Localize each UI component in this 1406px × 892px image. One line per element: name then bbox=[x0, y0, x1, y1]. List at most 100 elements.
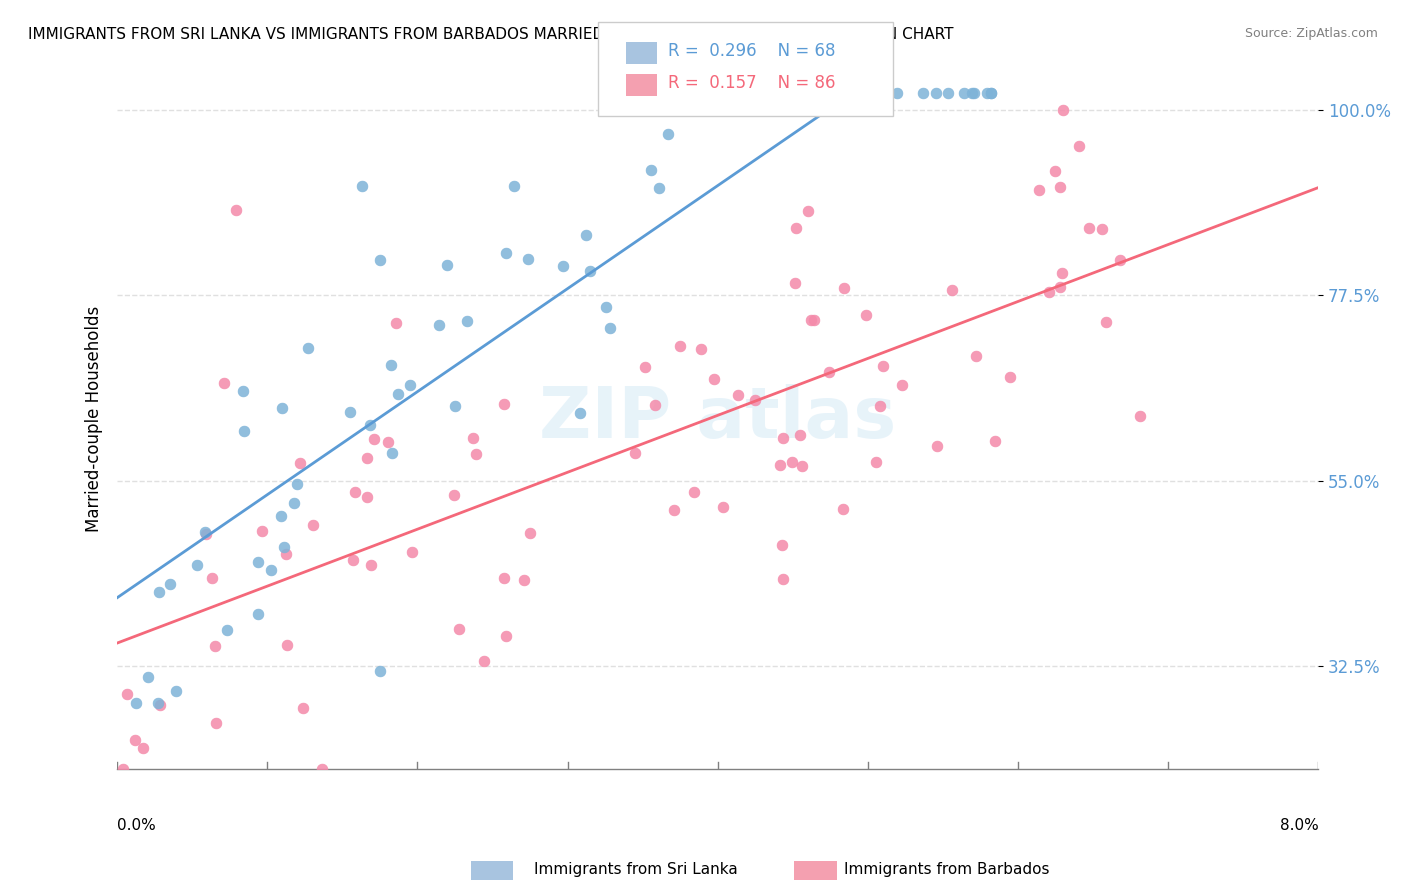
Text: R =  0.157    N = 86: R = 0.157 N = 86 bbox=[668, 74, 835, 92]
Point bbox=[194, 527, 217, 541]
Point bbox=[339, 404, 361, 418]
Point bbox=[553, 259, 575, 273]
Point bbox=[1078, 221, 1101, 235]
Point bbox=[1038, 285, 1060, 300]
Point bbox=[785, 276, 807, 290]
Point bbox=[976, 87, 998, 101]
Point bbox=[890, 377, 912, 392]
Point bbox=[502, 178, 524, 193]
Point bbox=[399, 378, 422, 392]
Point bbox=[623, 446, 645, 460]
Point bbox=[1108, 253, 1130, 268]
Point bbox=[427, 318, 450, 332]
Point bbox=[634, 359, 657, 374]
Point bbox=[276, 547, 298, 561]
Point bbox=[387, 387, 409, 401]
Point bbox=[834, 87, 856, 101]
Point bbox=[146, 696, 169, 710]
Point bbox=[464, 447, 486, 461]
Point bbox=[744, 392, 766, 407]
Point bbox=[283, 496, 305, 510]
Point bbox=[456, 314, 478, 328]
Text: ZIP atlas: ZIP atlas bbox=[538, 384, 897, 453]
Point bbox=[512, 573, 534, 587]
Point bbox=[377, 434, 399, 449]
Point bbox=[852, 87, 875, 101]
Point bbox=[772, 431, 794, 445]
Point bbox=[769, 458, 792, 472]
Point bbox=[356, 451, 378, 466]
Point bbox=[800, 313, 823, 327]
Point bbox=[984, 434, 1007, 449]
Point bbox=[575, 227, 598, 242]
Point bbox=[271, 401, 294, 415]
Point bbox=[640, 162, 662, 177]
Point bbox=[789, 428, 811, 442]
Point bbox=[159, 577, 181, 591]
Point bbox=[225, 202, 247, 217]
Point bbox=[380, 358, 402, 372]
Point bbox=[285, 476, 308, 491]
Point bbox=[770, 537, 793, 551]
Point bbox=[186, 558, 208, 572]
Point bbox=[472, 654, 495, 668]
Point bbox=[356, 490, 378, 504]
Point bbox=[204, 715, 226, 730]
Point bbox=[834, 281, 856, 295]
Point bbox=[359, 417, 381, 432]
Point bbox=[856, 87, 879, 101]
Text: Source: ZipAtlas.com: Source: ZipAtlas.com bbox=[1244, 27, 1378, 40]
Point bbox=[683, 484, 706, 499]
Point bbox=[657, 128, 679, 142]
Point bbox=[492, 571, 515, 585]
Point bbox=[599, 321, 621, 335]
Point bbox=[925, 439, 948, 453]
Point bbox=[443, 399, 465, 413]
Point bbox=[818, 365, 841, 379]
Point bbox=[1049, 180, 1071, 194]
Point bbox=[344, 485, 367, 500]
Text: Immigrants from Barbados: Immigrants from Barbados bbox=[844, 863, 1049, 877]
Point bbox=[744, 87, 766, 101]
Point bbox=[194, 524, 217, 539]
Point bbox=[149, 698, 172, 713]
Point bbox=[260, 563, 283, 577]
Point bbox=[517, 252, 540, 266]
Point bbox=[941, 283, 963, 297]
Point bbox=[136, 670, 159, 684]
Point bbox=[780, 455, 803, 469]
Point bbox=[217, 624, 239, 638]
Point bbox=[936, 87, 959, 101]
Point bbox=[727, 388, 749, 402]
Text: IMMIGRANTS FROM SRI LANKA VS IMMIGRANTS FROM BARBADOS MARRIED-COUPLE HOUSEHOLDS : IMMIGRANTS FROM SRI LANKA VS IMMIGRANTS … bbox=[28, 27, 953, 42]
Point bbox=[276, 638, 298, 652]
Point bbox=[302, 517, 325, 532]
Point bbox=[998, 370, 1021, 384]
Point bbox=[519, 525, 541, 540]
Point bbox=[965, 349, 987, 363]
Point bbox=[443, 488, 465, 502]
Point bbox=[1091, 222, 1114, 236]
Text: 8.0%: 8.0% bbox=[1279, 818, 1319, 833]
Point bbox=[1094, 315, 1116, 329]
Point bbox=[132, 740, 155, 755]
Point bbox=[292, 701, 315, 715]
Point bbox=[792, 458, 814, 473]
Point bbox=[647, 180, 669, 194]
Point bbox=[1050, 266, 1073, 280]
Point bbox=[952, 87, 974, 101]
Text: 0.0%: 0.0% bbox=[117, 818, 156, 833]
Point bbox=[813, 87, 835, 101]
Point bbox=[1049, 279, 1071, 293]
Point bbox=[912, 87, 935, 101]
Point bbox=[368, 253, 391, 268]
Point bbox=[723, 87, 745, 101]
Point bbox=[204, 639, 226, 653]
Point bbox=[363, 432, 385, 446]
Point bbox=[832, 501, 855, 516]
Point bbox=[662, 503, 685, 517]
Point bbox=[645, 87, 668, 101]
Point bbox=[232, 384, 254, 398]
Point bbox=[980, 87, 1002, 101]
Point bbox=[569, 406, 592, 420]
